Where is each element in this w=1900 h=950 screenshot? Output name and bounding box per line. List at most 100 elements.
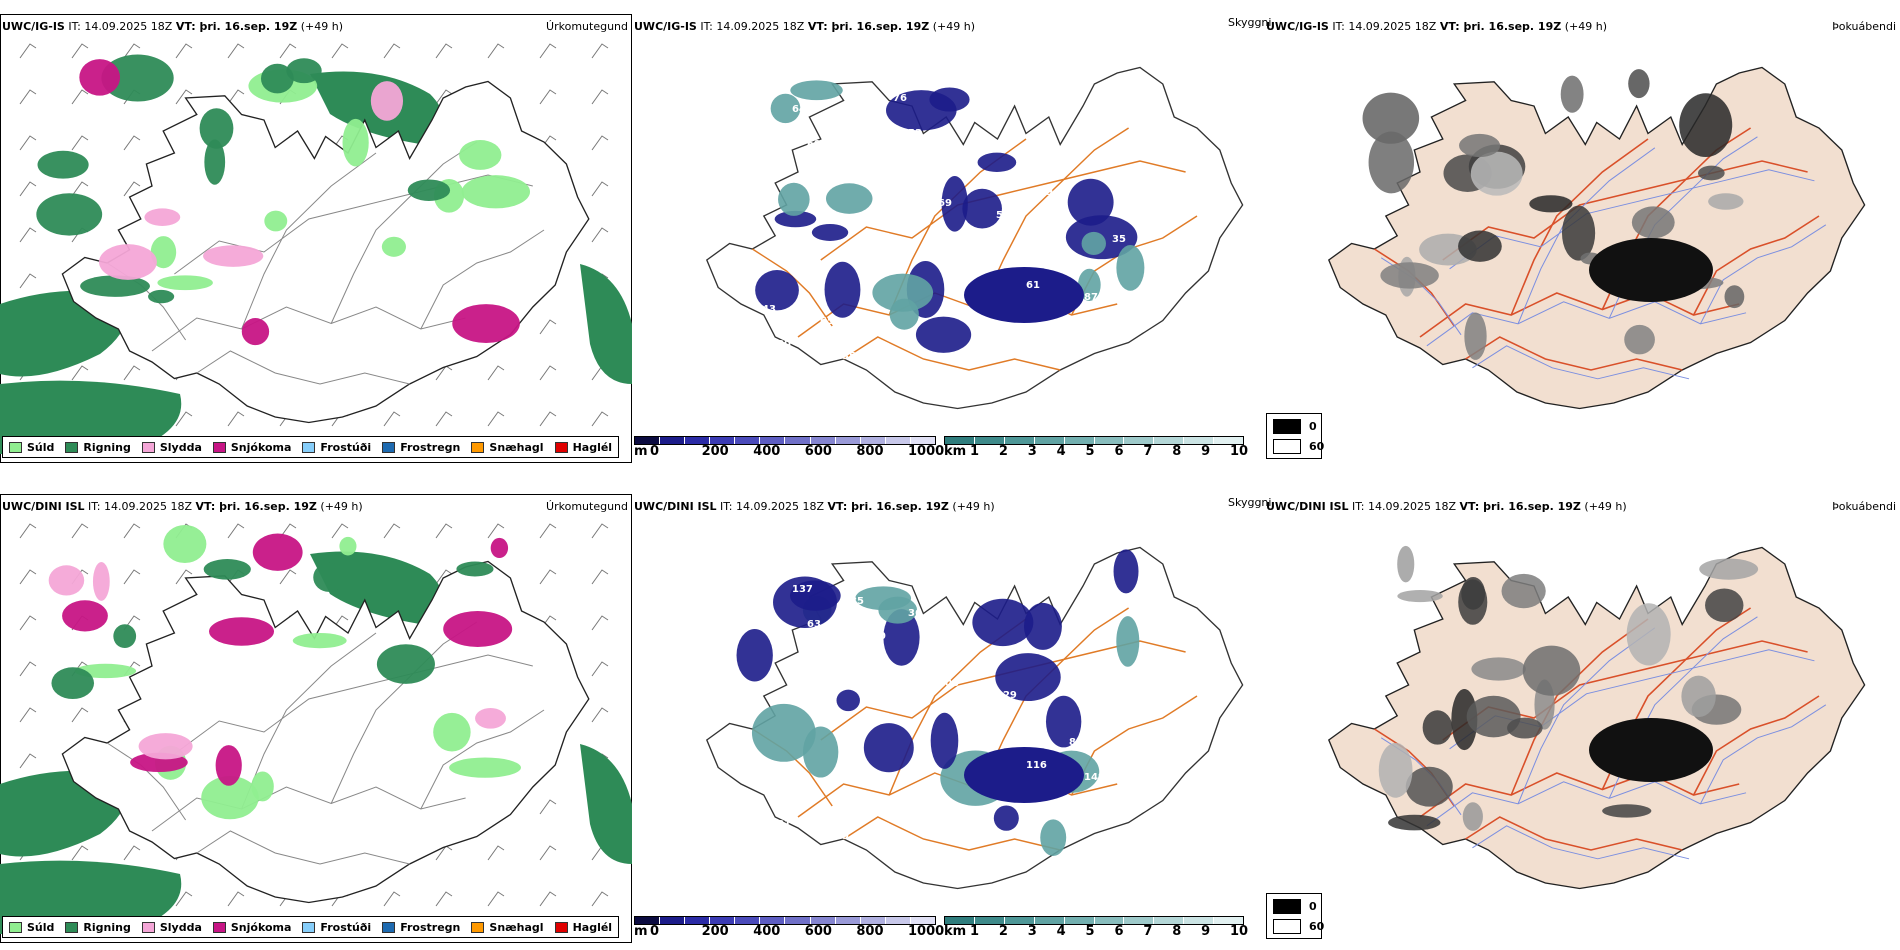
- precip-patch: [148, 289, 175, 304]
- colorbar-tick: 0: [650, 444, 660, 459]
- colorbar-tick: 200: [701, 924, 729, 939]
- legend-label: Haglél: [572, 440, 613, 454]
- precip-type-panel-top: [0, 14, 632, 463]
- legend-swatch: [65, 441, 79, 453]
- fog-legend-swatch: [1273, 899, 1301, 914]
- visibility-value: 43: [850, 116, 864, 127]
- precip-type-title: Úrkomutegund: [546, 20, 628, 33]
- fog-patch: [1451, 689, 1478, 751]
- model-name: UWC/IG-IS: [2, 20, 65, 33]
- colorbar-tick: 1000: [908, 444, 945, 459]
- colorbar-segment: [660, 437, 686, 444]
- visibility-value: 35: [1112, 234, 1126, 245]
- colorbar-segment: [885, 917, 911, 924]
- wind-barb: [383, 523, 401, 539]
- colorbar-tick: 2: [998, 444, 1008, 459]
- precip-patch: [215, 745, 242, 786]
- visibility-value: 75: [966, 140, 980, 151]
- visibility-patch: [824, 261, 861, 318]
- fog-index-legend: 0 60: [1266, 893, 1325, 939]
- wind-barb: [19, 707, 37, 723]
- visibility-value: 76: [923, 643, 937, 654]
- fog-patch: [1631, 206, 1675, 239]
- colorbar-segment: [710, 437, 736, 444]
- precip-patch: [113, 624, 137, 649]
- wind-barb: [227, 411, 245, 427]
- wind-barb: [71, 845, 89, 861]
- precip-patch: [475, 708, 506, 729]
- legend-label: Slydda: [159, 920, 202, 934]
- visibility-patch: [811, 224, 849, 241]
- colorbar-tick: 9: [1201, 924, 1211, 939]
- wind-barb: [123, 135, 141, 151]
- precip-type-panel-bottom: [0, 494, 632, 943]
- fog-patch: [1628, 69, 1650, 99]
- precip-patch: [443, 611, 513, 647]
- wind-barb: [19, 43, 37, 59]
- visibility-patch: [1067, 178, 1114, 226]
- fog-patch: [1422, 710, 1453, 745]
- legend-item: Haglél: [554, 921, 612, 934]
- fog-patch: [1507, 717, 1543, 739]
- fog-patch: [1471, 657, 1526, 681]
- fog-patch: [1501, 573, 1546, 609]
- fog-patch: [1458, 579, 1488, 625]
- legend-swatch: [554, 441, 568, 453]
- colorbar-segment: [710, 917, 736, 924]
- visibility-patch: [930, 712, 959, 769]
- wind-barb: [539, 365, 557, 381]
- precip-patch: [292, 632, 347, 649]
- legend-swatch: [471, 921, 485, 933]
- valid-time: VT: þri. 16.sep. 19Z: [195, 500, 317, 513]
- colorbar-tick: 0: [650, 924, 660, 939]
- fog-index-map: [1328, 545, 1866, 890]
- colorbar-tick: 8: [1172, 924, 1182, 939]
- wind-barb: [331, 43, 349, 59]
- wind-barb: [383, 43, 401, 59]
- colorbar-segment: [860, 917, 886, 924]
- colorbar-tick: 10: [1230, 924, 1249, 939]
- visibility-value: 81: [777, 819, 791, 830]
- precip-patch: [92, 562, 110, 601]
- legend-item: Snjókoma: [212, 921, 291, 934]
- precip-patch: [376, 644, 435, 684]
- visibility-patch: [995, 653, 1061, 702]
- fog-legend-swatch: [1273, 439, 1301, 454]
- legend-swatch: [141, 441, 155, 453]
- colorbar-segment: [735, 437, 761, 444]
- fog-patch: [1522, 645, 1581, 696]
- colorbar-tick: 4: [1056, 444, 1066, 459]
- precip-patch: [203, 559, 251, 580]
- fog-patch: [1561, 205, 1596, 261]
- wind-barb: [19, 615, 37, 631]
- lead-time: (+49 h): [952, 500, 995, 513]
- panel-header: UWC/DINI ISL IT: 14.09.2025 18Z VT: þri.…: [634, 500, 995, 514]
- wind-barb: [591, 707, 609, 723]
- fog-patch: [1624, 324, 1655, 355]
- visibility-value: 65: [820, 316, 834, 327]
- legend-label: Rigning: [83, 440, 131, 454]
- init-time: IT: 14.09.2025 18Z: [720, 500, 825, 513]
- colorbar-tick: 5: [1085, 924, 1095, 939]
- colorbar-segment: [945, 917, 975, 924]
- wind-barb: [227, 43, 245, 59]
- fog-legend-label: 60: [1309, 920, 1325, 933]
- visibility-patch: [872, 273, 934, 312]
- legend-swatch: [65, 921, 79, 933]
- fog-index-title: Þokuábendi: [1832, 20, 1896, 33]
- colorbar-tick: 4: [1056, 924, 1066, 939]
- fog-patch: [1378, 742, 1413, 798]
- visibility-patch: [770, 93, 801, 124]
- legend-label: Rigning: [83, 920, 131, 934]
- visibility-patch: [751, 703, 816, 762]
- visibility-value: 69: [938, 198, 952, 209]
- colorbar-segment: [810, 437, 836, 444]
- precip-patch: [407, 179, 451, 201]
- fog-patch: [1560, 75, 1584, 113]
- wind-barb: [487, 411, 505, 427]
- visibility-colorbar: [944, 916, 1244, 925]
- fog-core: [1589, 238, 1713, 302]
- wind-barb: [591, 227, 609, 243]
- fog-legend-row: 60: [1273, 439, 1324, 454]
- visibility-value: 137: [792, 584, 813, 595]
